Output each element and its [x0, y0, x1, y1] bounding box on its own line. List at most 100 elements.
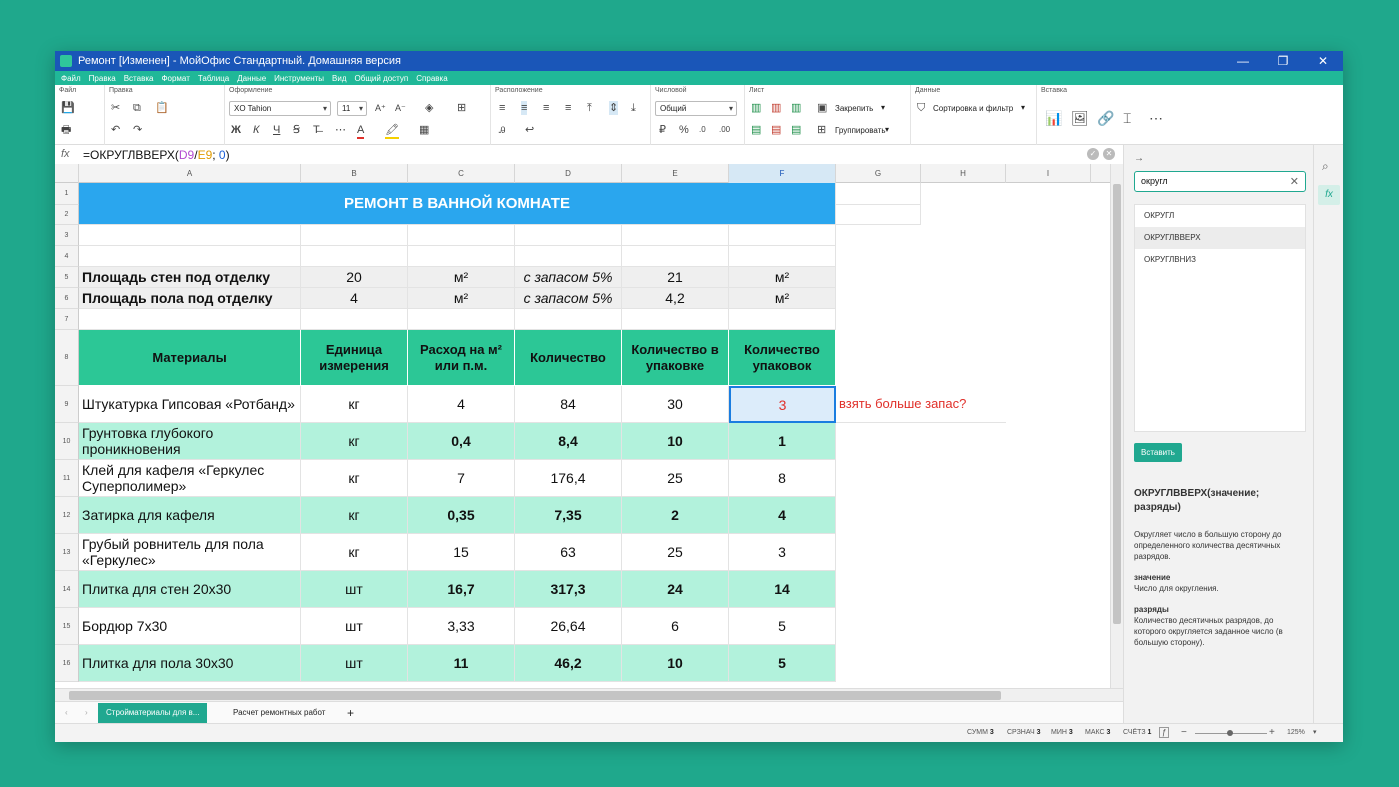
- redo-icon[interactable]: ↷: [133, 124, 143, 136]
- delete-column-icon[interactable]: ▥: [771, 102, 782, 114]
- group-icon[interactable]: ⊞: [817, 124, 827, 136]
- chevron-down-icon[interactable]: ▾: [1021, 103, 1026, 112]
- quantity-cell[interactable]: 26,64: [515, 608, 622, 645]
- horizontal-scrollbar[interactable]: [55, 688, 1123, 701]
- clear-search-icon[interactable]: ✕: [1289, 176, 1299, 188]
- chevron-down-icon[interactable]: ▾: [1313, 729, 1317, 736]
- wall-area-label-cell[interactable]: Площадь стен под отделку: [79, 267, 301, 288]
- header-unit[interactable]: Единица измерения: [301, 330, 408, 386]
- per-package-cell[interactable]: 25: [622, 460, 729, 497]
- packages-cell[interactable]: 5: [729, 645, 836, 682]
- align-justify-icon[interactable]: ≡: [565, 102, 572, 114]
- column-width-icon[interactable]: ▥: [791, 102, 802, 114]
- font-size-select[interactable]: 11 ▾: [337, 101, 367, 116]
- unit-cell[interactable]: шт: [301, 571, 408, 608]
- chart-icon[interactable]: 📊: [1045, 110, 1063, 126]
- group-button[interactable]: Группировать: [835, 126, 886, 135]
- cut-icon[interactable]: ✂: [111, 102, 121, 114]
- header-materials[interactable]: Материалы: [79, 330, 301, 386]
- quantity-cell[interactable]: 7,35: [515, 497, 622, 534]
- unit-cell[interactable]: шт: [301, 645, 408, 682]
- formula-mode-icon[interactable]: ƒ: [1159, 727, 1170, 738]
- floor-area-unit-cell[interactable]: м²: [408, 288, 515, 309]
- row-header[interactable]: 13: [55, 534, 79, 571]
- number-format-select[interactable]: Общий ▾: [655, 101, 737, 116]
- zoom-in-button[interactable]: +: [1269, 727, 1275, 738]
- fill-color-icon[interactable]: ◈: [425, 102, 434, 114]
- align-middle-icon[interactable]: ⇕: [609, 101, 619, 115]
- cell[interactable]: [408, 246, 515, 267]
- highlight-icon[interactable]: 🖍: [385, 123, 399, 139]
- column-header-a[interactable]: A: [79, 164, 301, 183]
- menu-edit[interactable]: Правка: [88, 73, 116, 83]
- header-consumption[interactable]: Расход на м² или п.м.: [408, 330, 515, 386]
- align-left-icon[interactable]: ≡: [499, 102, 506, 114]
- bold-icon[interactable]: Ж: [231, 124, 241, 136]
- wall-reserve-unit-cell[interactable]: м²: [729, 267, 836, 288]
- material-name-cell[interactable]: Бордюр 7х30: [79, 608, 301, 645]
- quantity-cell[interactable]: 84: [515, 386, 622, 423]
- column-header-d[interactable]: D: [515, 164, 622, 183]
- column-header-b[interactable]: B: [301, 164, 408, 183]
- text-color-icon[interactable]: A: [357, 123, 365, 139]
- underline-icon[interactable]: Ч: [273, 124, 281, 136]
- collapse-panel-icon[interactable]: →: [1134, 153, 1144, 164]
- cell[interactable]: [301, 225, 408, 246]
- row-header[interactable]: 11: [55, 460, 79, 497]
- packages-cell[interactable]: 5: [729, 608, 836, 645]
- cell[interactable]: [79, 246, 301, 267]
- chevron-down-icon[interactable]: ▾: [881, 103, 886, 112]
- packages-cell[interactable]: 3: [729, 534, 836, 571]
- merge-cells-icon[interactable]: ▦: [419, 124, 430, 136]
- row-header[interactable]: 5: [55, 267, 79, 288]
- font-grow-icon[interactable]: A⁺: [375, 103, 386, 113]
- wall-area-reserve-cell[interactable]: 21: [622, 267, 729, 288]
- consumption-cell[interactable]: 3,33: [408, 608, 515, 645]
- note-cell[interactable]: взять больше запас?: [836, 386, 1006, 423]
- packages-cell[interactable]: 4: [729, 497, 836, 534]
- align-top-icon[interactable]: ⤒: [587, 102, 592, 114]
- next-sheet-button[interactable]: ›: [85, 708, 88, 717]
- freeze-icon[interactable]: ▣: [817, 102, 828, 114]
- sheet-tab-works[interactable]: Расчет ремонтных работ: [233, 708, 326, 717]
- consumption-cell[interactable]: 4: [408, 386, 515, 423]
- percent-icon[interactable]: %: [679, 124, 689, 136]
- function-icon[interactable]: fx: [1318, 185, 1340, 205]
- insert-row-icon[interactable]: ▤: [751, 124, 762, 136]
- menu-table[interactable]: Таблица: [197, 73, 230, 83]
- cell[interactable]: [836, 205, 921, 225]
- floor-reserve-unit-cell[interactable]: м²: [729, 288, 836, 309]
- consumption-cell[interactable]: 16,7: [408, 571, 515, 608]
- wall-area-value-cell[interactable]: 20: [301, 267, 408, 288]
- print-icon[interactable]: 🖶: [61, 124, 72, 136]
- material-name-cell[interactable]: Грубый ровнитель для пола «Геркулес»: [79, 534, 301, 571]
- cell[interactable]: [622, 225, 729, 246]
- per-package-cell[interactable]: 6: [622, 608, 729, 645]
- add-sheet-button[interactable]: +: [347, 706, 355, 720]
- freeze-button[interactable]: Закрепить: [835, 104, 874, 113]
- title-cell[interactable]: РЕМОНТ В ВАННОЙ КОМНАТЕ: [79, 183, 836, 225]
- font-shrink-icon[interactable]: A⁻: [395, 103, 406, 113]
- unit-cell[interactable]: кг: [301, 386, 408, 423]
- row-header[interactable]: 7: [55, 309, 79, 330]
- cell[interactable]: [729, 309, 836, 330]
- consumption-cell[interactable]: 0,4: [408, 423, 515, 460]
- packages-cell[interactable]: 1: [729, 423, 836, 460]
- function-item[interactable]: ОКРУГЛ: [1144, 211, 1175, 220]
- column-header-g[interactable]: G: [836, 164, 921, 183]
- borders-icon[interactable]: ⊞: [457, 102, 467, 114]
- column-header-h[interactable]: H: [921, 164, 1006, 183]
- text-direction-icon[interactable]: Ꭿ: [499, 125, 506, 135]
- strikethrough-icon[interactable]: Ꞩ: [293, 124, 300, 136]
- cell[interactable]: [515, 246, 622, 267]
- consumption-cell[interactable]: 15: [408, 534, 515, 571]
- unit-cell[interactable]: кг: [301, 497, 408, 534]
- menu-insert[interactable]: Вставка: [123, 73, 154, 83]
- cell[interactable]: [408, 225, 515, 246]
- more-icon[interactable]: ⋯: [1149, 110, 1163, 126]
- italic-icon[interactable]: К: [253, 124, 260, 136]
- sort-filter-button[interactable]: Сортировка и фильтр: [933, 104, 1014, 113]
- cancel-formula-icon[interactable]: ✕: [1103, 148, 1115, 160]
- copy-icon[interactable]: ⧉: [133, 102, 141, 114]
- row-header[interactable]: 14: [55, 571, 79, 608]
